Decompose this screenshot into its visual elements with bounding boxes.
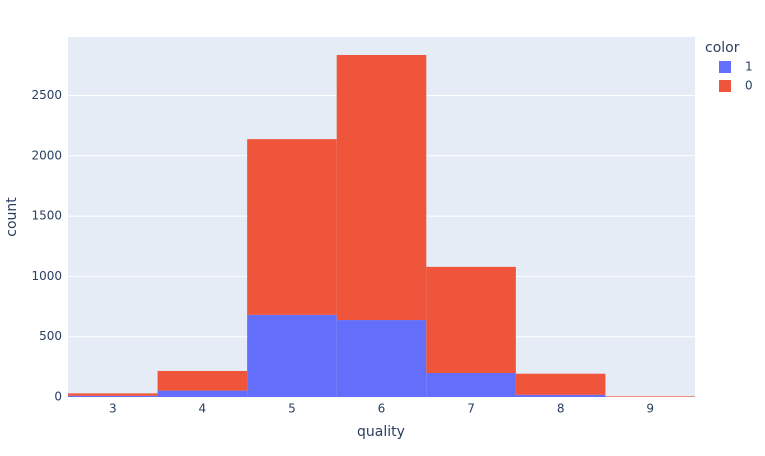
bar xyxy=(515,373,606,395)
bar xyxy=(247,314,337,397)
y-tick-label: 2000 xyxy=(31,148,62,162)
bar xyxy=(157,390,248,397)
y-axis-title: count xyxy=(4,197,20,237)
x-tick-label: 7 xyxy=(467,402,475,416)
y-tick-label: 1500 xyxy=(31,209,62,223)
y-tick-label: 2500 xyxy=(31,88,62,102)
y-tick-label: 1000 xyxy=(31,269,62,283)
bar xyxy=(336,320,427,397)
y-tick-label: 500 xyxy=(39,329,62,343)
bar xyxy=(68,395,158,397)
x-tick-label: 8 xyxy=(557,402,565,416)
bar xyxy=(515,394,606,397)
bar xyxy=(68,393,158,396)
x-tick-label: 3 xyxy=(109,402,117,416)
x-tick-label: 4 xyxy=(199,402,207,416)
bar xyxy=(247,139,337,315)
y-tick-label: 0 xyxy=(54,390,62,404)
x-tick-label: 9 xyxy=(646,402,654,416)
legend-swatch xyxy=(719,61,731,73)
bar xyxy=(426,373,516,397)
x-tick-label: 5 xyxy=(288,402,296,416)
bar xyxy=(336,54,427,321)
bar xyxy=(426,266,516,373)
bar xyxy=(157,370,248,391)
legend-label: 1 xyxy=(745,60,753,74)
legend-label: 0 xyxy=(745,79,753,93)
legend-swatch xyxy=(719,80,731,92)
x-tick-label: 6 xyxy=(378,402,386,416)
legend-title: color xyxy=(705,40,740,56)
x-axis-title: quality xyxy=(357,424,405,440)
bar xyxy=(605,396,695,397)
